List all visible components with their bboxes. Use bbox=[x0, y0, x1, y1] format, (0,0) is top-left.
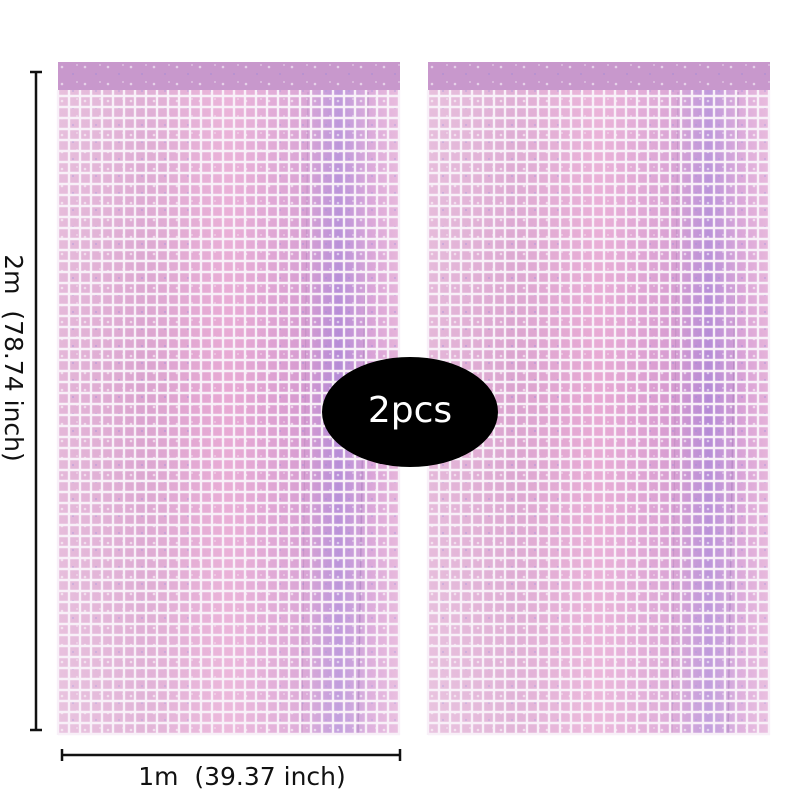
quantity-badge: 2pcs bbox=[322, 357, 498, 467]
height-dimension: 2m (78.74 inch) bbox=[0, 70, 42, 732]
width-label: 1m (39.37 inch) bbox=[138, 762, 346, 791]
badge-text: 2pcs bbox=[368, 390, 452, 431]
badge-ellipse bbox=[322, 357, 498, 467]
height-label: 2m (78.74 inch) bbox=[0, 254, 28, 462]
width-dimension: 1m (39.37 inch) bbox=[60, 749, 402, 791]
